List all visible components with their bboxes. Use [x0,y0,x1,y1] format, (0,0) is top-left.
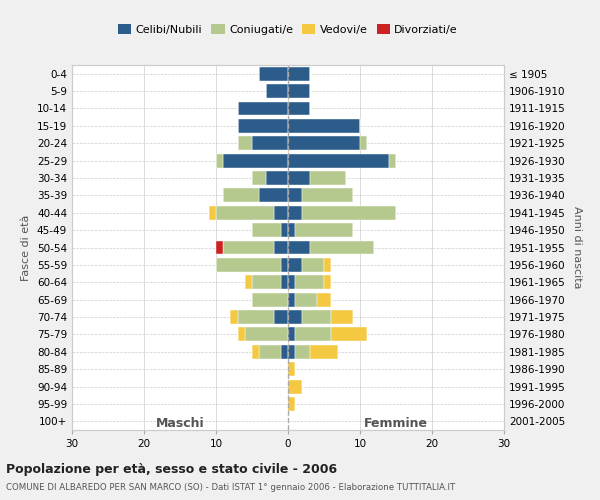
Bar [230,310,238,324]
Bar [216,240,223,254]
Legend: Celibi/Nubili, Coniugati/e, Vedovi/e, Divorziati/e: Celibi/Nubili, Coniugati/e, Vedovi/e, Di… [113,20,463,39]
Bar [216,206,274,220]
Bar [310,171,346,185]
Bar [295,276,324,289]
Bar [317,292,331,306]
Bar [238,328,245,342]
Bar [302,258,324,272]
Bar [274,240,288,254]
Bar [252,292,288,306]
Bar [288,397,295,411]
Bar [295,292,317,306]
Text: Femmine: Femmine [364,417,428,430]
Bar [324,276,331,289]
Bar [281,345,288,358]
Bar [259,345,281,358]
Bar [281,223,288,237]
Bar [310,240,374,254]
Bar [288,66,310,80]
Bar [274,206,288,220]
Bar [238,102,288,116]
Bar [302,206,396,220]
Bar [288,154,389,168]
Bar [288,119,360,133]
Bar [266,171,288,185]
Bar [245,276,252,289]
Bar [259,188,288,202]
Bar [288,310,302,324]
Bar [288,223,295,237]
Bar [295,328,331,342]
Bar [252,136,288,150]
Bar [216,258,281,272]
Bar [281,258,288,272]
Text: Popolazione per età, sesso e stato civile - 2006: Popolazione per età, sesso e stato civil… [6,462,337,475]
Bar [288,276,295,289]
Bar [223,154,288,168]
Bar [288,171,310,185]
Bar [274,310,288,324]
Bar [295,223,353,237]
Bar [288,102,310,116]
Bar [281,276,288,289]
Text: Maschi: Maschi [155,417,205,430]
Bar [252,223,281,237]
Bar [310,345,338,358]
Y-axis label: Fasce di età: Fasce di età [22,214,31,280]
Bar [252,345,259,358]
Bar [295,345,310,358]
Bar [288,188,302,202]
Bar [245,328,288,342]
Bar [288,84,310,98]
Bar [252,171,266,185]
Bar [223,188,259,202]
Bar [302,188,353,202]
Bar [216,154,223,168]
Bar [324,258,331,272]
Bar [288,345,295,358]
Bar [238,119,288,133]
Bar [389,154,396,168]
Text: COMUNE DI ALBAREDO PER SAN MARCO (SO) - Dati ISTAT 1° gennaio 2006 - Elaborazion: COMUNE DI ALBAREDO PER SAN MARCO (SO) - … [6,484,455,492]
Bar [302,310,331,324]
Bar [288,206,302,220]
Bar [209,206,216,220]
Bar [238,310,274,324]
Bar [266,84,288,98]
Bar [259,66,288,80]
Bar [223,240,274,254]
Bar [252,276,281,289]
Bar [288,362,295,376]
Bar [288,258,302,272]
Bar [331,328,367,342]
Bar [288,380,302,394]
Bar [331,310,353,324]
Bar [360,136,367,150]
Bar [288,240,310,254]
Bar [288,136,360,150]
Bar [238,136,252,150]
Bar [288,292,295,306]
Y-axis label: Anni di nascita: Anni di nascita [572,206,582,289]
Bar [288,328,295,342]
